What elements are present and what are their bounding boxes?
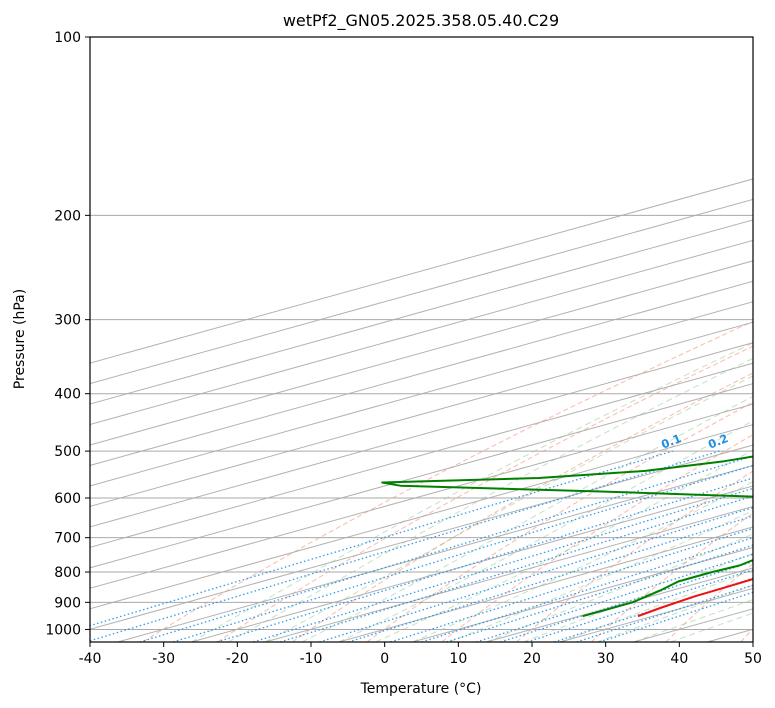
mixing-ratio-line — [139, 455, 753, 642]
isotherm-line — [90, 239, 753, 426]
y-tick-label: 300 — [54, 313, 81, 329]
y-tick-label: 800 — [54, 565, 81, 581]
mixing-ratio-line — [421, 537, 753, 642]
x-axis-label: Temperature (°C) — [360, 681, 482, 697]
moist-adiabat — [375, 449, 753, 642]
mixing-ratio-line — [526, 569, 753, 642]
dry-adiabat — [516, 470, 753, 642]
mixing-ratio-label: 0.4 — [756, 431, 775, 452]
plot-layer: 0.10.20.40.611.52346810131620253036-100-… — [90, 37, 775, 642]
x-tick-label: 0 — [380, 651, 389, 667]
x-tick-label: -40 — [79, 651, 102, 667]
mixing-ratio-line — [390, 527, 753, 642]
y-axis-label: Pressure (hPa) — [12, 289, 28, 389]
y-tick-label: 600 — [54, 491, 81, 507]
y-tick-label: 1000 — [45, 622, 81, 638]
isotherm-line — [90, 444, 753, 630]
mixing-ratio-line — [90, 450, 720, 642]
dry-adiabat — [292, 372, 753, 642]
x-tick-label: 30 — [597, 651, 615, 667]
plot-area — [90, 37, 753, 642]
y-tick-label: 100 — [54, 30, 81, 46]
x-tick-label: 40 — [670, 651, 688, 667]
axis-layer: -40 -30 -20 -10 0 10 20 30 40 50 1000 900 800 700 600 5… — [45, 30, 762, 667]
isotherm-line — [90, 362, 753, 548]
x-tick-label: 10 — [449, 651, 467, 667]
x-tick-label: -20 — [226, 651, 249, 667]
isotherm-line — [90, 178, 753, 364]
isotherm-line — [90, 383, 753, 569]
y-tick-label: 700 — [54, 531, 81, 547]
isotherm-line — [264, 505, 753, 642]
mixing-ratio-line — [280, 495, 753, 642]
dry-adiabat — [142, 320, 753, 642]
isotherm-line — [90, 260, 753, 446]
dry-adiabat — [441, 434, 753, 642]
y-tick-label: 400 — [54, 387, 81, 403]
isotherm-line — [117, 465, 753, 642]
isotherm-line — [191, 485, 753, 642]
isotherm-line — [90, 321, 753, 507]
mixing-ratio-line — [576, 584, 753, 642]
isotherm-line — [90, 403, 753, 589]
mixing-ratio-line — [172, 464, 753, 642]
y-tick-label: 200 — [54, 208, 81, 224]
y-tick-label: 900 — [54, 595, 81, 611]
mixing-ratio-line — [599, 591, 753, 642]
isotherm-line — [90, 198, 753, 385]
isotherm-line — [90, 301, 753, 487]
moist-adiabat — [301, 395, 753, 642]
mixing-ratio-line — [553, 577, 753, 642]
moist-adiabat — [338, 420, 753, 642]
x-tick-label: 50 — [744, 651, 762, 667]
isotherm-line — [90, 424, 753, 610]
x-tick-label: 20 — [523, 651, 541, 667]
isotherm-line — [90, 280, 753, 466]
y-tick-label: 500 — [54, 444, 81, 460]
isotherm-line — [90, 219, 753, 405]
x-tick-label: -10 — [300, 651, 323, 667]
isotherm-line — [338, 526, 753, 642]
plot-frame — [89, 36, 754, 643]
chart-title: wetPf2_GN05.2025.358.05.40.C29 — [283, 11, 559, 31]
x-tick-label: -30 — [152, 651, 175, 667]
